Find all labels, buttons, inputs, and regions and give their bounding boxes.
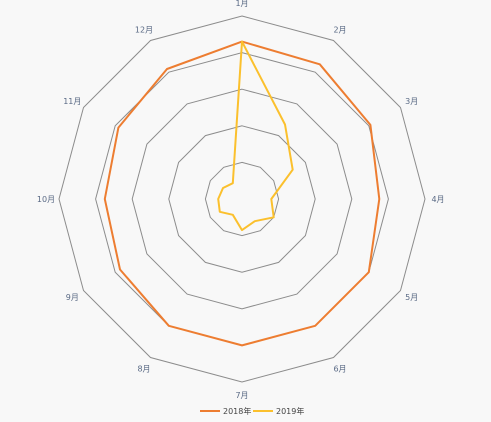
series-line-1 xyxy=(103,40,381,347)
axis-label-4: 4月 xyxy=(431,195,444,204)
axis-label-9: 9月 xyxy=(66,293,79,302)
grid-ring-2 xyxy=(168,125,316,273)
grid-ring-5 xyxy=(58,15,426,383)
axis-label-7: 7月 xyxy=(235,391,248,400)
axis-label-12: 12月 xyxy=(135,25,153,34)
radar-grid xyxy=(58,15,426,383)
axis-label-11: 11月 xyxy=(63,97,81,106)
series-group xyxy=(103,40,381,347)
axis-label-5: 5月 xyxy=(405,293,418,302)
grid-ring-1 xyxy=(204,161,280,237)
axis-label-2: 2月 xyxy=(333,25,346,34)
legend-label-1: 2018年 xyxy=(223,406,251,416)
axis-label-1: 1月 xyxy=(235,0,248,8)
legend: 2018年 2019年 xyxy=(200,406,304,416)
series-line-2 xyxy=(217,40,294,232)
grid-ring-3 xyxy=(131,88,353,310)
axis-labels: 1月 2月 3月 4月 5月 6月 7月 8月 9月 10月 11月 12月 xyxy=(37,0,445,400)
legend-label-2: 2019年 xyxy=(276,406,304,416)
axis-label-10: 10月 xyxy=(37,195,55,204)
grid-ring-4 xyxy=(95,52,389,346)
axis-label-3: 3月 xyxy=(405,97,418,106)
axis-label-6: 6月 xyxy=(333,365,346,374)
axis-label-8: 8月 xyxy=(137,365,150,374)
